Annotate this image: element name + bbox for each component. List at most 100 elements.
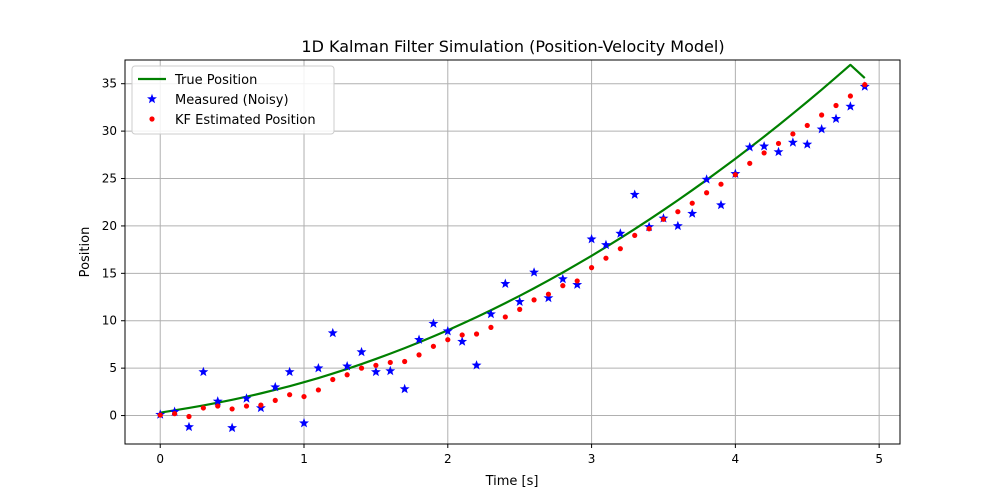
legend: True Position Measured (Noisy) KF Estima…	[131, 65, 335, 135]
kf-estimate-point	[574, 278, 580, 284]
measured-point	[629, 189, 640, 199]
kf-estimate-point	[847, 93, 853, 99]
measured-point	[356, 346, 367, 357]
measured-point	[227, 422, 238, 433]
kf-estimate-point	[502, 314, 508, 320]
kf-estimate-point	[617, 246, 623, 252]
measured-point	[615, 228, 626, 238]
kf-estimate-point	[704, 190, 710, 196]
kf-estimate-point	[531, 297, 537, 303]
measured-point	[773, 146, 784, 157]
kf-estimate-point	[459, 332, 465, 338]
kf-estimate-point	[660, 216, 667, 222]
kf-estimate-point	[229, 406, 235, 412]
measured-point	[816, 124, 827, 134]
x-tick-label: 4	[732, 452, 740, 466]
measured-point	[342, 361, 353, 371]
measured-point	[529, 267, 540, 277]
measured-point	[327, 327, 338, 338]
kf-estimate-point	[287, 392, 293, 398]
kf-estimate-point	[747, 160, 753, 166]
series-2	[157, 82, 868, 420]
measured-point	[572, 279, 583, 289]
kf-estimate-point	[603, 255, 609, 261]
measured-point	[198, 366, 209, 377]
measured-point	[485, 308, 496, 319]
legend-swatch-kf-estimate	[149, 116, 155, 122]
y-axis-label: Position	[78, 227, 93, 278]
x-tick-label: 5	[875, 452, 883, 466]
kf-estimate-point	[632, 232, 638, 239]
x-tick-label: 1	[300, 452, 308, 466]
kf-estimate-point	[675, 209, 681, 215]
kf-estimate-point	[862, 82, 868, 88]
x-axis-label: Time [s]	[485, 474, 539, 489]
y-tick-label: 25	[102, 172, 117, 186]
kf-estimate-point	[545, 291, 552, 297]
measured-point	[313, 362, 324, 373]
kf-estimate-point	[488, 324, 494, 330]
measured-point	[557, 273, 568, 284]
kf-estimate-point	[315, 387, 321, 393]
kf-estimate-point	[358, 365, 365, 371]
kf-estimate-point	[588, 265, 595, 271]
measured-point	[428, 318, 439, 328]
x-axis: 0 1 2 3 4 5	[156, 444, 883, 466]
measured-point	[744, 142, 755, 152]
measured-point	[270, 381, 281, 392]
kf-estimate-point	[157, 412, 163, 418]
measured-point	[543, 292, 554, 303]
kf-estimate-point	[200, 405, 206, 411]
measured-point	[500, 278, 511, 288]
measured-point	[414, 334, 424, 344]
y-tick-label: 35	[102, 77, 117, 91]
kf-estimate-point	[344, 372, 350, 378]
kf-estimate-point	[790, 131, 796, 137]
y-tick-label: 0	[109, 409, 117, 423]
legend-box	[131, 65, 335, 135]
measured-point	[845, 101, 856, 111]
kf-estimate-point	[258, 402, 264, 408]
kf-estimate-point	[560, 283, 566, 289]
measured-point	[586, 234, 597, 244]
measured-point	[212, 396, 223, 406]
y-tick-label: 20	[102, 219, 117, 233]
kf-estimate-point	[732, 172, 738, 178]
kf-estimate-point	[402, 358, 408, 365]
kf-estimate-point	[833, 102, 839, 109]
kf-estimate-point	[689, 200, 695, 206]
legend-swatch-measured	[147, 93, 157, 104]
x-tick-label: 3	[588, 452, 596, 466]
y-tick-label: 15	[102, 266, 117, 280]
kf-estimate-point	[804, 122, 810, 129]
kf-estimate-point	[761, 150, 767, 156]
kf-estimate-point	[387, 359, 393, 366]
x-tick-label: 2	[444, 452, 452, 466]
y-tick-label: 30	[102, 124, 117, 138]
measured-point	[241, 393, 252, 403]
measured-point	[601, 239, 611, 250]
kf-estimate-point	[301, 393, 307, 400]
kf-estimate-point	[517, 306, 523, 312]
measured-point	[687, 208, 698, 218]
measured-point	[701, 174, 712, 184]
legend-label-measured: Measured (Noisy)	[175, 93, 289, 108]
grid	[125, 60, 900, 444]
kf-estimate-point	[272, 397, 278, 403]
measured-point	[831, 113, 841, 123]
kf-estimate-point	[186, 413, 192, 420]
y-axis: 0 5 10 15 20 25 30 35	[102, 77, 125, 423]
measured-point	[787, 137, 798, 147]
measured-point	[759, 141, 770, 151]
kf-estimate-point	[473, 331, 480, 337]
measured-point	[284, 366, 295, 377]
measured-point	[184, 421, 194, 432]
kf-estimate-point	[718, 181, 724, 187]
kf-estimate-point	[416, 352, 422, 358]
measured-point	[471, 360, 482, 370]
kf-estimate-point	[172, 411, 178, 417]
kf-estimate-point	[775, 140, 782, 147]
kf-estimate-point	[646, 226, 652, 232]
plot-frame	[124, 59, 901, 445]
